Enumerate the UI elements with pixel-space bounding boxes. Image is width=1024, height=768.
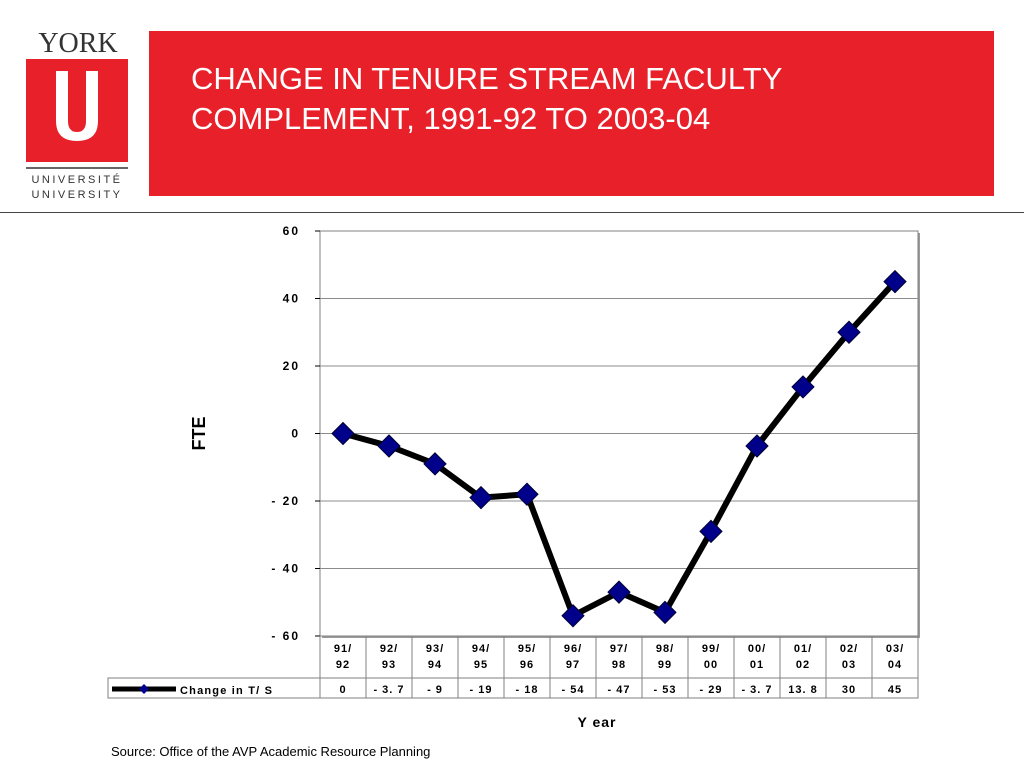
data-point bbox=[331, 421, 355, 446]
y-tick-label: - 20 bbox=[271, 494, 300, 508]
york-university-logo: YORK UNIVERSITÉ UNIVERSITY bbox=[26, 28, 128, 201]
slide-title: CHANGE IN TENURE STREAM FACULTY COMPLEME… bbox=[191, 61, 783, 136]
y-tick-label: 0 bbox=[291, 427, 300, 441]
x-category-label-top: 03/ bbox=[886, 643, 904, 655]
data-value-label: 45 bbox=[888, 684, 902, 696]
x-category-label-bottom: 04 bbox=[888, 659, 902, 671]
data-value-label: - 54 bbox=[562, 684, 585, 696]
data-value-label: - 53 bbox=[654, 684, 677, 696]
x-category-label-top: 95/ bbox=[518, 643, 536, 655]
legend-label: Change in T/ S bbox=[180, 685, 273, 697]
data-value-label: - 29 bbox=[700, 684, 723, 696]
y-tick-label: 20 bbox=[283, 359, 300, 373]
data-value-label: - 3. 7 bbox=[373, 684, 404, 696]
data-point bbox=[837, 320, 861, 344]
y-tick-label: - 60 bbox=[271, 629, 300, 643]
data-point bbox=[699, 519, 723, 544]
x-category-label-top: 01/ bbox=[794, 643, 812, 655]
x-category-label-bottom: 03 bbox=[842, 659, 856, 671]
data-value-label: 30 bbox=[842, 684, 856, 696]
x-category-label-top: 93/ bbox=[426, 643, 444, 655]
x-category-label-bottom: 95 bbox=[474, 659, 488, 671]
x-category-label-bottom: 96 bbox=[520, 659, 534, 671]
data-point bbox=[883, 269, 907, 294]
data-value-label: - 9 bbox=[427, 684, 443, 696]
x-axis-label: Y ear bbox=[578, 714, 617, 730]
data-point bbox=[377, 434, 401, 458]
data-value-label: - 19 bbox=[470, 684, 493, 696]
logo-wordmark: YORK bbox=[38, 28, 117, 59]
x-category-label-bottom: 93 bbox=[382, 659, 396, 671]
x-category-label-bottom: 98 bbox=[612, 659, 626, 671]
data-point bbox=[423, 452, 447, 476]
data-value-label: - 18 bbox=[516, 684, 539, 696]
x-category-label-top: 98/ bbox=[656, 643, 674, 655]
data-point bbox=[745, 434, 769, 458]
data-value-label: 0 bbox=[339, 684, 346, 696]
legend-marker bbox=[139, 684, 149, 694]
data-point bbox=[561, 604, 585, 628]
x-category-label-top: 94/ bbox=[472, 643, 490, 655]
x-category-label-bottom: 94 bbox=[428, 659, 442, 671]
y-axis-label: FTE bbox=[189, 417, 209, 451]
header-divider bbox=[0, 212, 1024, 213]
data-point bbox=[469, 485, 493, 510]
x-category-label-bottom: 92 bbox=[336, 659, 350, 671]
line-chart: 60 40 20 0 - 20 - 40 - 60 FTE 91/92 0 92/93 - 3. 7 9… bbox=[107, 224, 920, 730]
data-value-label: - 47 bbox=[608, 684, 631, 696]
data-value-label: - 3. 7 bbox=[741, 684, 772, 696]
data-value-label: 13. 8 bbox=[788, 684, 817, 696]
x-category-label-top: 97/ bbox=[610, 643, 628, 655]
x-category-label-bottom: 97 bbox=[566, 659, 580, 671]
x-category-label-top: 00/ bbox=[748, 643, 766, 655]
x-category-label-bottom: 02 bbox=[796, 659, 810, 671]
x-category-label-bottom: 99 bbox=[658, 659, 672, 671]
data-point bbox=[515, 482, 539, 506]
logo-line-fr: UNIVERSITÉ bbox=[31, 173, 122, 186]
x-category-label-top: 02/ bbox=[840, 643, 858, 655]
y-tick-label: 60 bbox=[283, 224, 300, 238]
logo-red-block bbox=[26, 59, 128, 162]
logo-u-shape bbox=[56, 71, 98, 141]
x-category-label-top: 92/ bbox=[380, 643, 398, 655]
source-note: Source: Office of the AVP Academic Resou… bbox=[111, 744, 431, 759]
logo-line-en: UNIVERSITY bbox=[31, 189, 122, 201]
title-banner: CHANGE IN TENURE STREAM FACULTY COMPLEME… bbox=[149, 31, 994, 196]
data-point bbox=[791, 375, 815, 399]
x-category-label-top: 96/ bbox=[564, 643, 582, 655]
x-category-label-bottom: 01 bbox=[750, 659, 764, 671]
y-tick-label: - 40 bbox=[271, 562, 300, 576]
data-point bbox=[607, 580, 631, 604]
x-category-label-top: 91/ bbox=[334, 643, 352, 655]
x-category-label-top: 99/ bbox=[702, 643, 720, 655]
y-tick-label: 40 bbox=[283, 292, 300, 306]
x-category-label-bottom: 00 bbox=[704, 659, 718, 671]
data-point bbox=[653, 600, 677, 625]
